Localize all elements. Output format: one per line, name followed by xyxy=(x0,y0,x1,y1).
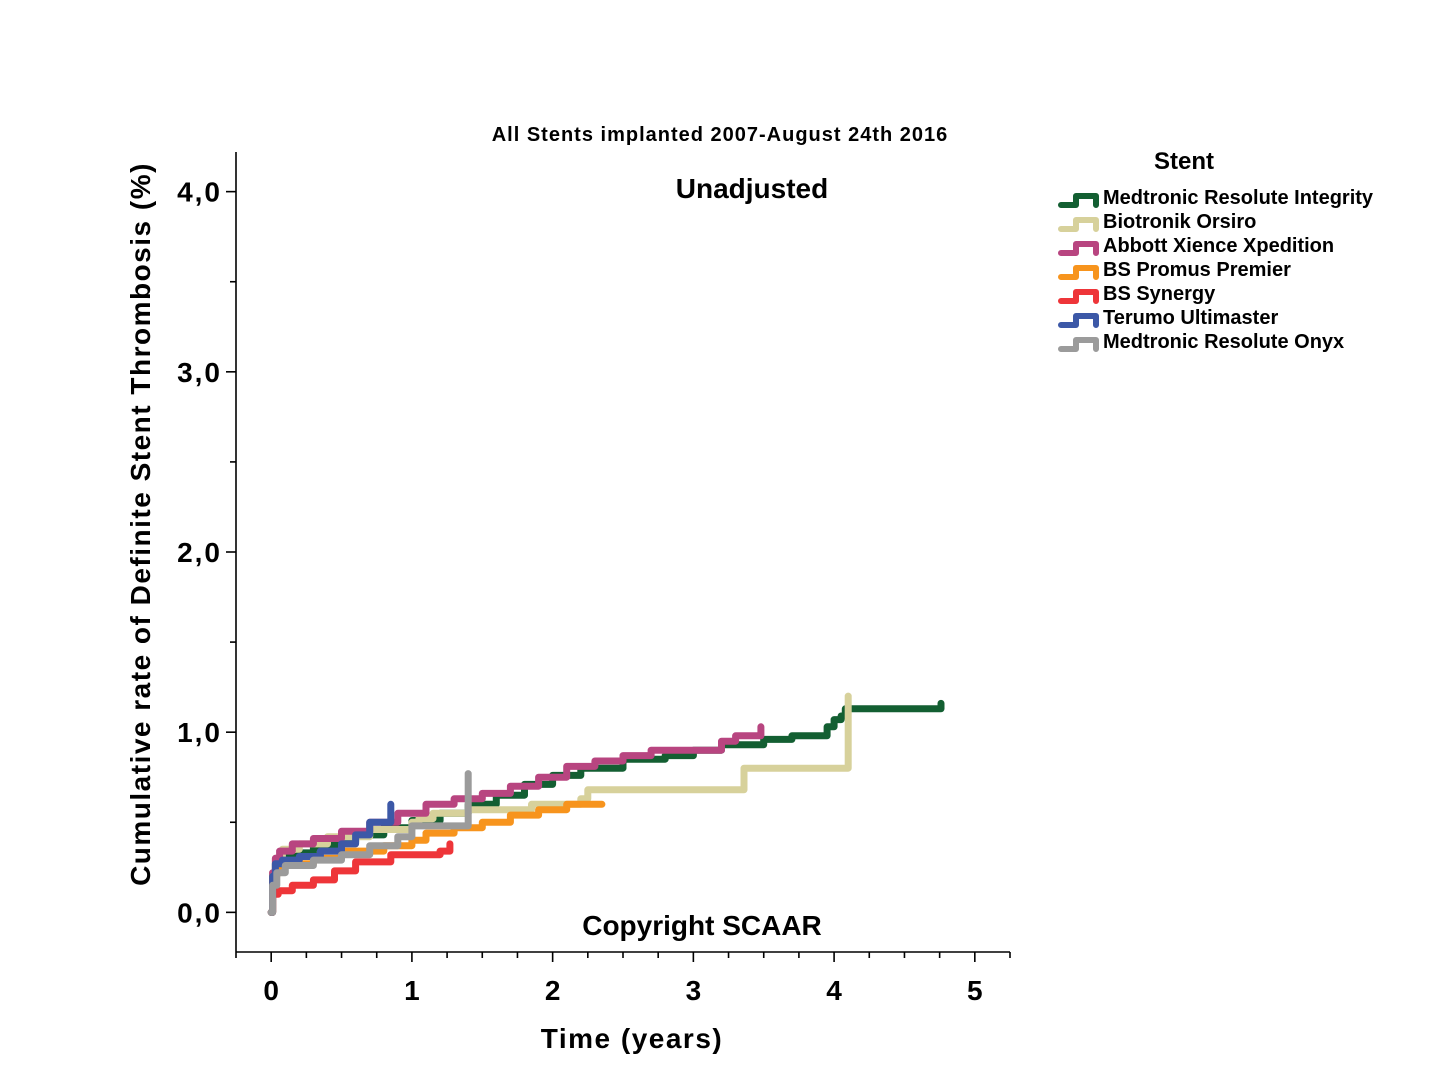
legend-label: BS Synergy xyxy=(1103,283,1216,305)
series-line-2 xyxy=(267,723,765,916)
legend-label: Medtronic Resolute Integrity xyxy=(1103,187,1374,209)
legend-item: Abbott Xience Xpedition xyxy=(1058,236,1388,257)
legend-swatch xyxy=(1058,337,1099,352)
ticks: 0 1 2 3 4 5 0,0 1,0 2,0 3,0 4,0 xyxy=(177,177,1011,1006)
legend-label: Medtronic Resolute Onyx xyxy=(1103,331,1345,353)
series-line-6 xyxy=(267,770,472,916)
legend-item: Terumo Ultimaster xyxy=(1058,308,1388,329)
legend-item: Medtronic Resolute Integrity xyxy=(1058,188,1388,209)
legend: Stent Medtronic Resolute Integrity Biotro… xyxy=(1058,148,1388,356)
y-tick-label: 3,0 xyxy=(177,357,222,388)
copyright-label: Copyright SCAAR xyxy=(582,910,822,941)
x-tick-label: 4 xyxy=(826,975,842,1006)
x-tick-label: 3 xyxy=(686,975,702,1006)
legend-swatch xyxy=(1058,289,1099,304)
legend-swatch xyxy=(1058,313,1099,328)
legend-label: Biotronik Orsiro xyxy=(1103,211,1257,233)
x-tick-label: 5 xyxy=(967,975,983,1006)
legend-swatch xyxy=(1058,217,1099,232)
y-tick-label: 0,0 xyxy=(177,897,222,928)
legend-item: Biotronik Orsiro xyxy=(1058,212,1388,233)
legend-items: Medtronic Resolute Integrity Biotronik Or… xyxy=(1058,188,1388,353)
legend-swatch xyxy=(1058,193,1099,208)
x-tick-label: 0 xyxy=(263,975,279,1006)
legend-label: Abbott Xience Xpedition xyxy=(1103,235,1335,257)
chart-subtitle: Unadjusted xyxy=(676,173,828,204)
legend-item: Medtronic Resolute Onyx xyxy=(1058,332,1388,353)
legend-label: Terumo Ultimaster xyxy=(1103,307,1279,329)
y-axis-label: Cumulative rate of Definite Stent Thromb… xyxy=(125,162,156,886)
legend-item: BS Synergy xyxy=(1058,284,1388,305)
series-line-0 xyxy=(267,699,945,916)
legend-title: Stent xyxy=(1154,148,1214,175)
legend-item: BS Promus Premier xyxy=(1058,260,1388,281)
series-layer xyxy=(267,692,945,916)
y-tick-label: 4,0 xyxy=(177,177,222,208)
x-axis-label: Time (years) xyxy=(541,1023,723,1054)
x-tick-label: 1 xyxy=(404,975,420,1006)
legend-label: BS Promus Premier xyxy=(1103,259,1291,281)
chart-title: All Stents implanted 2007-August 24th 20… xyxy=(491,124,949,146)
y-tick-label: 1,0 xyxy=(177,717,222,748)
legend-swatch xyxy=(1058,241,1099,256)
x-tick-label: 2 xyxy=(545,975,561,1006)
legend-swatch xyxy=(1058,265,1099,280)
y-tick-label: 2,0 xyxy=(177,537,222,568)
series-line-3 xyxy=(267,800,606,916)
series-line-4 xyxy=(267,840,454,916)
